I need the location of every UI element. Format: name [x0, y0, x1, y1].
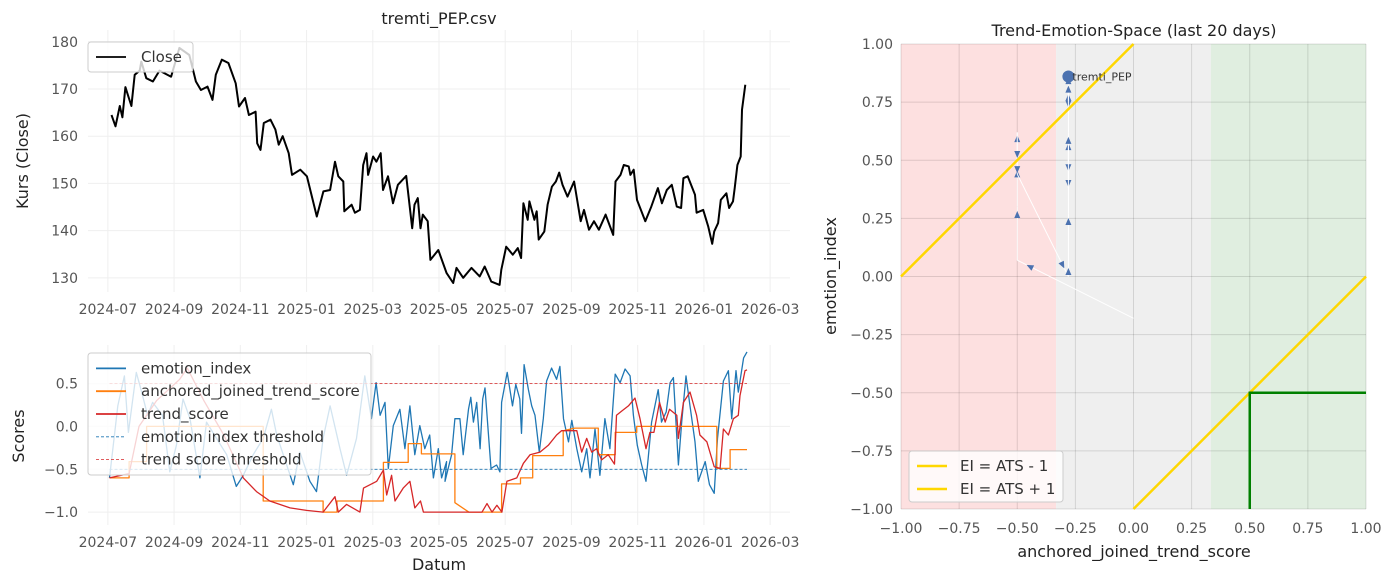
trajectory-arrowhead — [1026, 264, 1035, 271]
y-tick-label: −0.75 — [850, 444, 893, 460]
x-tick-label: 1.00 — [1350, 521, 1381, 537]
series-line-trend-score — [109, 367, 748, 513]
x-tick-label: 0.50 — [1234, 521, 1265, 537]
price-chart-title: tremti_PEP.csv — [381, 9, 496, 29]
y-tick-label: 0.00 — [862, 270, 893, 286]
legend-label-emotion-index: emotion_index — [141, 359, 251, 378]
x-tick-label: 2024-09 — [145, 302, 204, 318]
x-tick-label: −0.50 — [996, 521, 1039, 537]
x-tick-label: 2025-09 — [542, 302, 601, 318]
trajectory-arrowhead — [1014, 166, 1021, 174]
series-line-anchored-joined-trend-score — [109, 425, 747, 513]
legend-label-anchored-joined-trend-score: anchored_joined_trend_score — [141, 382, 360, 401]
trajectory-segment — [1016, 173, 1069, 277]
legend-label-trend-score: trend_score — [141, 405, 229, 424]
current-point-marker — [1062, 70, 1075, 83]
x-tick-label: 0.00 — [1118, 521, 1149, 537]
y-tick-label: 150 — [51, 176, 78, 192]
legend-label-ei-ats-1: EI = ATS - 1 — [960, 457, 1048, 475]
trend-emotion-chart-ylabel: emotion_index — [821, 217, 841, 335]
x-tick-label: 2024-07 — [79, 535, 138, 551]
trend-emotion-chart-title: Trend-Emotion-Space (last 20 days) — [991, 21, 1277, 40]
legend-label-ei-ats-1: EI = ATS + 1 — [960, 480, 1055, 498]
x-tick-label: 2025-07 — [476, 302, 535, 318]
price-chart: 2024-07 2024-09 2024-11 2025-01 2025-03 2025-… — [51, 30, 799, 318]
y-tick-label: 140 — [51, 224, 78, 240]
x-tick-label: 2025-05 — [410, 535, 469, 551]
y-tick-label: 0.50 — [862, 153, 893, 169]
y-tick-label: 170 — [51, 82, 78, 98]
x-tick-label: 2024-11 — [211, 302, 270, 318]
trajectory-arrowhead — [1065, 218, 1072, 226]
y-tick-label: −0.5 — [44, 462, 78, 478]
trajectory-arrowhead — [1058, 260, 1065, 269]
line-buy-threshold-box — [1248, 391, 1366, 509]
x-tick-label: 2024-09 — [145, 535, 204, 551]
y-tick-label: 130 — [51, 271, 78, 287]
x-tick-label: 2025-09 — [542, 535, 601, 551]
trajectory-segment — [1017, 259, 1134, 319]
scores-chart-xlabel: Datum — [412, 555, 466, 574]
y-tick-label: 180 — [51, 35, 78, 51]
line-ei-ats-1 — [900, 43, 1135, 278]
legend-label-emotion-index-threshold: emotion index threshold — [141, 428, 324, 446]
y-tick-label: 1.00 — [862, 37, 893, 53]
legend-box — [908, 450, 1064, 503]
x-tick-label: 2025-11 — [608, 535, 667, 551]
trajectory-arrowhead — [1065, 85, 1072, 93]
y-tick-label: −1.00 — [850, 502, 893, 518]
trajectory-arrowhead — [1014, 151, 1021, 159]
x-tick-label: 2025-01 — [277, 302, 336, 318]
bullish-zone — [1210, 44, 1366, 509]
x-tick-label: 0.75 — [1292, 521, 1323, 537]
legend-label-trend-score-threshold: trend score threshold — [141, 451, 301, 469]
y-tick-label: 0.5 — [56, 377, 78, 393]
x-tick-label: 2025-11 — [608, 302, 667, 318]
x-tick-label: −0.25 — [1054, 521, 1097, 537]
y-tick-label: 0.25 — [862, 211, 893, 227]
x-tick-label: −1.00 — [880, 521, 923, 537]
trend-emotion-chart-xlabel: anchored_joined_trend_score — [1017, 542, 1250, 562]
trajectory-arrowhead — [1014, 211, 1021, 219]
y-tick-label: −1.0 — [44, 505, 78, 521]
y-tick-label: −0.25 — [850, 328, 893, 344]
price-chart-ylabel: Kurs (Close) — [13, 113, 32, 209]
x-tick-label: 2025-05 — [410, 302, 469, 318]
x-tick-label: 2025-01 — [277, 535, 336, 551]
scores-chart-ylabel: Scores — [9, 409, 28, 462]
legend-box — [87, 41, 194, 73]
trajectory-arrowhead — [1065, 136, 1072, 144]
bearish-zone — [901, 44, 1057, 509]
legend-label-close: Close — [141, 48, 182, 66]
x-tick-label: 2026-03 — [741, 535, 800, 551]
x-tick-label: 2026-01 — [675, 302, 734, 318]
x-tick-label: 2025-03 — [344, 302, 403, 318]
trajectory-arrowhead — [1065, 267, 1072, 275]
x-tick-label: 2024-11 — [211, 535, 270, 551]
trend-emotion-chart: −1.00 −0.75 −0.50 −0.25 0.00 0.25 0.50 0.75 1.00… — [850, 37, 1381, 537]
y-tick-label: 0.75 — [862, 95, 893, 111]
x-tick-label: 2026-01 — [675, 535, 734, 551]
x-tick-label: 2025-07 — [476, 535, 535, 551]
y-tick-label: −0.50 — [850, 386, 893, 402]
neutral-zone — [1056, 44, 1211, 509]
y-tick-label: 160 — [51, 129, 78, 145]
scores-chart: 2024-07 2024-09 2024-11 2025-01 2025-03 2025-… — [44, 345, 799, 551]
current-point-label: tremti_PEP — [1072, 71, 1132, 84]
x-tick-label: −0.75 — [938, 521, 981, 537]
series-line-close — [110, 46, 747, 286]
x-tick-label: 2024-07 — [79, 302, 138, 318]
x-tick-label: 2025-03 — [344, 535, 403, 551]
x-tick-label: 2026-03 — [741, 302, 800, 318]
x-tick-label: 0.25 — [1176, 521, 1207, 537]
legend-box — [87, 352, 372, 476]
y-tick-label: 0.0 — [56, 419, 78, 435]
